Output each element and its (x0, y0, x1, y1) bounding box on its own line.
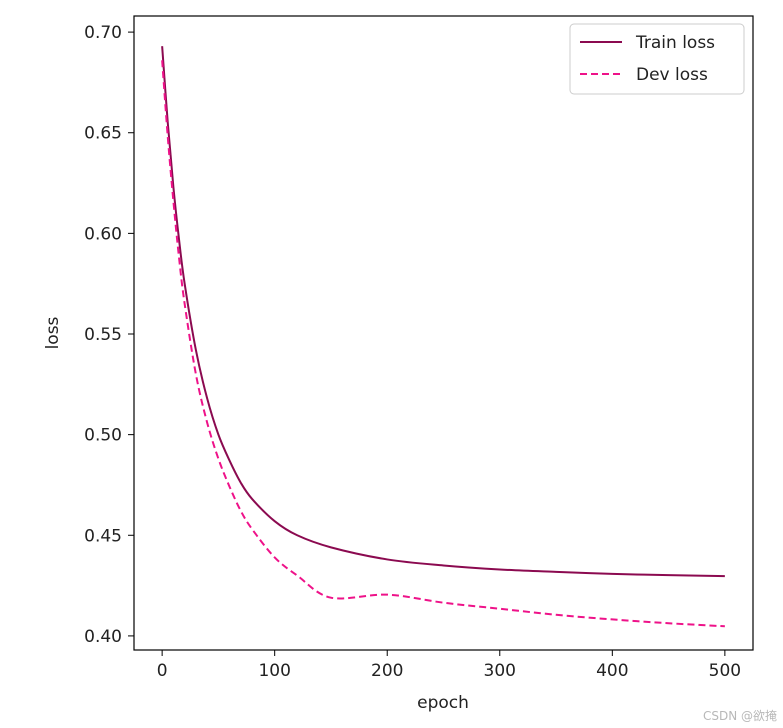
x-tick-label: 100 (258, 661, 290, 681)
x-axis-label: epoch (417, 693, 469, 713)
x-tick-label: 300 (484, 661, 516, 681)
watermark: CSDN @欲掩 (702, 709, 777, 723)
legend: Train loss Dev loss (569, 23, 745, 95)
series-line-dev-loss (161, 60, 725, 628)
y-tick-label: 0.45 (84, 526, 122, 546)
x-tick-label: 500 (709, 661, 741, 681)
y-tick-label: 0.55 (84, 325, 122, 345)
legend-label-dev-loss: Dev loss (636, 65, 708, 85)
legend-label-train-loss: Train loss (635, 33, 715, 53)
y-tick-label: 0.40 (84, 627, 122, 647)
y-axis-ticks: 0.40 0.45 0.50 0.55 0.60 0.65 0.70 (84, 23, 134, 647)
x-tick-label: 200 (371, 661, 403, 681)
y-tick-label: 0.50 (84, 426, 122, 446)
x-tick-label: 0 (157, 661, 168, 681)
x-tick-label: 400 (596, 661, 628, 681)
series-layer (161, 46, 725, 628)
y-tick-label: 0.60 (84, 224, 122, 244)
y-axis-label: loss (43, 316, 63, 349)
y-tick-label: 0.70 (84, 23, 122, 43)
y-tick-label: 0.65 (84, 124, 122, 144)
series-line-train-loss (161, 46, 725, 578)
plot-area (133, 15, 754, 651)
x-axis-ticks: 0 100 200 300 400 500 (157, 650, 741, 681)
